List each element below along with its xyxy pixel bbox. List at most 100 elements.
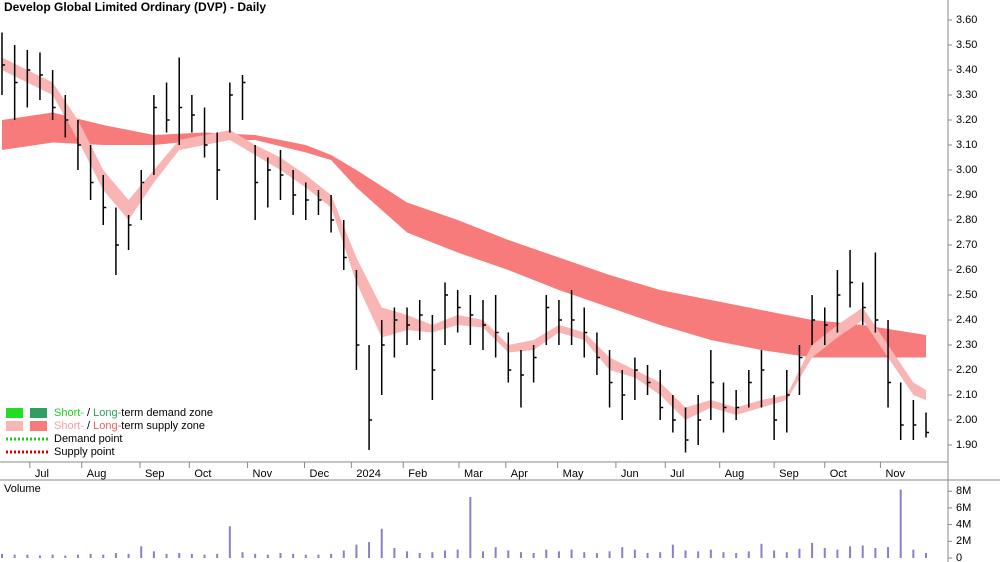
volume-bar (874, 547, 877, 558)
volume-bar (1, 553, 3, 558)
volume-bar (646, 552, 649, 558)
y-tick-label: 3.40 (956, 64, 977, 76)
volume-bar (722, 552, 725, 558)
volume-bar (127, 553, 130, 558)
volume-bar (823, 547, 826, 558)
x-tick-label: Aug (725, 468, 745, 480)
volume-bar (241, 552, 244, 558)
y-tick-label: 1.90 (956, 439, 977, 451)
x-tick-label: Dec (310, 468, 330, 480)
legend-swatch (6, 421, 23, 431)
volume-bar (380, 528, 383, 558)
legend-text: Long- (93, 420, 121, 432)
volume-bar (203, 554, 206, 558)
y-tick-label: 3.50 (956, 39, 977, 51)
volume-bar (266, 554, 269, 558)
volume-label: Volume (4, 483, 41, 495)
volume-bar (494, 547, 497, 558)
volume-bar (747, 551, 750, 558)
volume-bar (178, 552, 181, 558)
volume-bar (13, 554, 16, 558)
x-tick-label: 2024 (356, 468, 380, 480)
y-tick-label: 3.10 (956, 139, 977, 151)
volume-bar (583, 552, 586, 558)
legend-label: Short- / Long-term demand zone (54, 407, 213, 419)
volume-bar (557, 551, 560, 558)
volume-bar (735, 552, 738, 558)
volume-bar (849, 546, 852, 558)
volume-bar (697, 551, 700, 558)
y-tick-label: 2.00 (956, 414, 977, 426)
volume-bar (64, 555, 67, 558)
volume-bar (292, 553, 295, 558)
y-tick-label: 2.90 (956, 189, 977, 201)
volume-bar (621, 547, 624, 558)
volume-bar (570, 549, 573, 558)
x-tick-label: Feb (408, 468, 427, 480)
volume-bar (633, 549, 636, 558)
volume-bar (595, 552, 598, 558)
volume-bar (89, 553, 92, 558)
volume-bar (368, 542, 371, 558)
volume-bar (254, 553, 257, 558)
volume-bar (760, 543, 763, 558)
volume-bar (190, 553, 193, 558)
volume-bar (836, 549, 839, 558)
volume-bar (51, 554, 54, 558)
y-tick-label: 2.50 (956, 289, 977, 301)
volume-bar (216, 553, 219, 558)
y-tick-label: 2.10 (956, 389, 977, 401)
volume-bar (406, 551, 409, 558)
volume-bar (76, 554, 79, 558)
volume-bar (393, 547, 396, 558)
volume-bar (431, 552, 434, 558)
volume-bar (912, 549, 915, 558)
volume-bar (709, 549, 712, 558)
y-tick-label: 3.30 (956, 89, 977, 101)
x-tick-label: May (563, 468, 584, 480)
volume-bar (811, 542, 814, 558)
volume-bar (355, 544, 358, 558)
volume-bar (456, 549, 459, 558)
band-zone (2, 112, 927, 358)
x-tick-label: Oct (830, 468, 847, 480)
y-tick-label: 2M (956, 535, 971, 547)
volume-bar (469, 497, 472, 558)
y-tick-label: 2.70 (956, 239, 977, 251)
x-tick-label: Nov (253, 468, 273, 480)
legend-label: Short- / Long-term supply zone (54, 420, 205, 432)
x-tick-label: Jul (35, 468, 49, 480)
volume-bar (785, 552, 788, 558)
x-tick-label: Apr (511, 468, 528, 480)
volume-bar (507, 550, 510, 558)
volume-bar (925, 552, 928, 558)
x-tick-label: Sep (779, 468, 799, 480)
legend-text: Supply point (54, 446, 115, 458)
y-tick-label: 3.60 (956, 14, 977, 26)
y-tick-label: 2.20 (956, 364, 977, 376)
legend-text: Short- (54, 420, 84, 432)
legend-swatch (30, 421, 47, 431)
y-tick-label: 2.80 (956, 214, 977, 226)
volume-bar (773, 550, 776, 558)
volume-bar (228, 526, 231, 558)
legend-label: Demand point (54, 433, 123, 445)
volume-bar (532, 552, 535, 558)
volume-bar (659, 552, 662, 558)
volume-bar (481, 551, 484, 558)
y-tick-label: 3.00 (956, 164, 977, 176)
y-tick-label: 2.40 (956, 314, 977, 326)
x-tick-label: Jul (670, 468, 684, 480)
volume-bar (671, 544, 674, 558)
volume-bar (102, 554, 105, 558)
legend-text: Short- (54, 407, 84, 419)
legend-text: / (84, 407, 93, 419)
volume-bar (887, 547, 890, 558)
legend-text: / (84, 420, 93, 432)
legend-swatch (30, 408, 47, 418)
volume-bar (140, 546, 143, 558)
x-tick-label: Mar (464, 468, 483, 480)
volume-bar (342, 550, 345, 558)
x-tick-label: Jun (621, 468, 639, 480)
